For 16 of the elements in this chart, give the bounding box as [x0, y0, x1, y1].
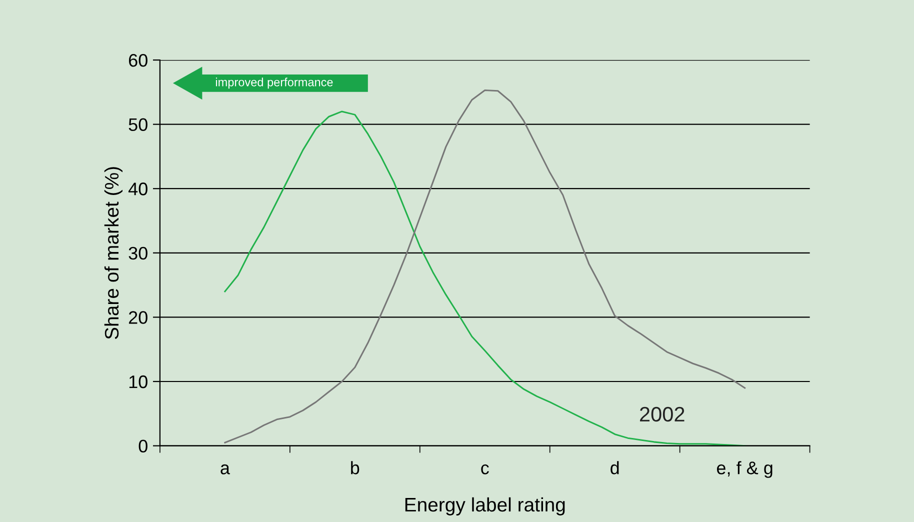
annotation: improved performance — [216, 78, 333, 89]
x-tick-label: e, f & g — [716, 461, 772, 478]
x-axis-title: Energy label rating — [405, 497, 565, 516]
y-tick-label: 0 — [138, 440, 148, 453]
x-tick-label: d — [610, 461, 619, 474]
y-tick-label: 20 — [128, 311, 148, 324]
y-tick-label: 40 — [128, 182, 148, 196]
y-tick-label: 60 — [128, 54, 148, 67]
x-tick-label: a — [220, 464, 230, 474]
x-tick-label: c — [481, 464, 489, 474]
y-axis-title: Share of market (%) — [104, 167, 122, 340]
y-tick-label: 50 — [128, 118, 148, 132]
y-tick-label: 10 — [129, 375, 148, 388]
x-tick-label: b — [351, 461, 360, 474]
y-tick-label: 30 — [128, 246, 148, 260]
series-label: 2002 — [640, 406, 684, 422]
